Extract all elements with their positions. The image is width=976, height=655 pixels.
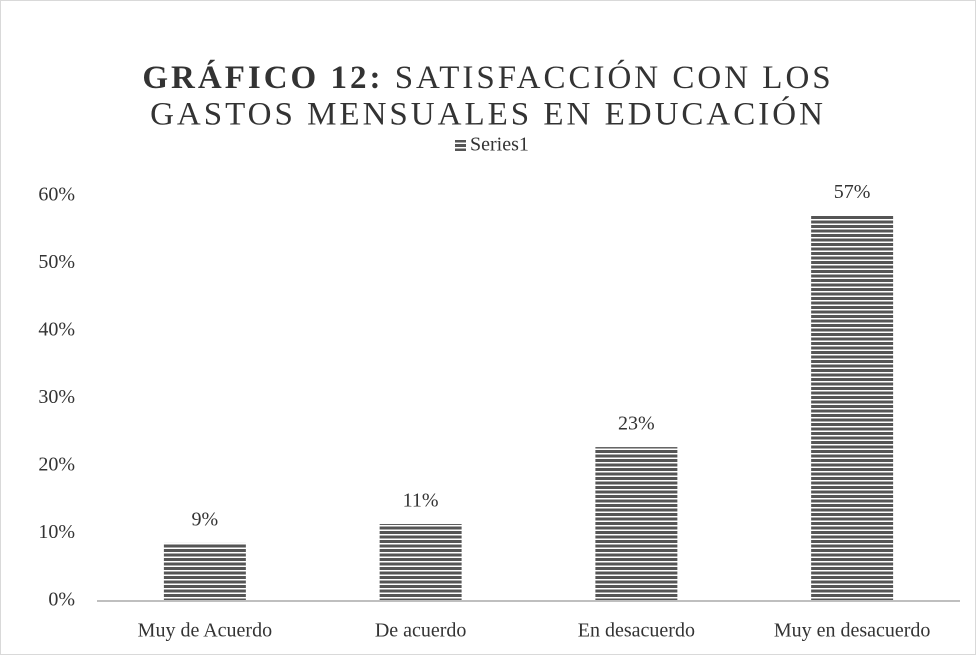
title-line: SATISFACCIÓN CON LOS [395,58,834,96]
bar [379,524,462,601]
bar [163,542,246,601]
chart-title: GASTOS MENSUALES EN EDUCACIÓN [150,95,826,133]
value-label: 57% [834,181,871,203]
chart-title: GRÁFICO 12: SATISFACCIÓN CON LOS [142,58,833,96]
y-tick-label: 0% [48,589,75,611]
y-tick-label: 60% [38,184,75,206]
value-label: 9% [192,509,219,531]
y-tick-label: 10% [38,521,75,543]
bar [811,215,894,601]
title-prefix: GRÁFICO 12: [142,59,383,96]
value-label: 23% [618,413,655,435]
x-tick-label: Muy en desacuerdo [774,620,931,642]
y-tick-label: 30% [38,386,75,408]
y-tick-label: 20% [38,454,75,476]
legend-label: Series1 [470,134,529,156]
value-label: 11% [403,490,439,512]
x-tick-label: Muy de Acuerdo [138,620,272,642]
y-tick-label: 50% [38,251,75,273]
y-tick-label: 40% [38,319,75,341]
bar [595,447,678,601]
x-tick-label: De acuerdo [375,620,467,642]
legend-swatch [455,140,466,151]
x-tick-label: En desacuerdo [578,620,695,642]
